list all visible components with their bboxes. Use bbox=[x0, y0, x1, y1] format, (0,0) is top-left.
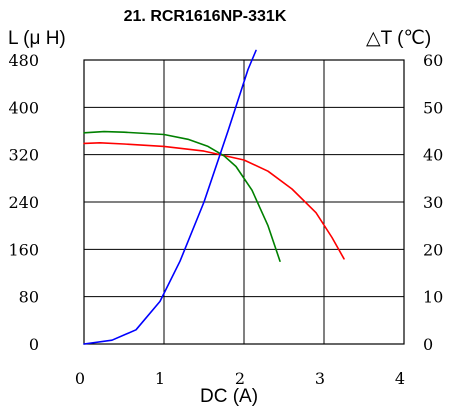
left-tick-label: 400 bbox=[8, 98, 39, 117]
series-line-3 bbox=[83, 49, 257, 345]
right-tick-labels: 0 10 20 30 40 50 60 bbox=[423, 51, 443, 354]
left-tick-label: 80 bbox=[19, 288, 39, 307]
series-line-2 bbox=[83, 130, 281, 263]
left-tick-label: 480 bbox=[8, 51, 39, 70]
x-tick-label: 3 bbox=[315, 369, 325, 388]
x-tick-labels: 0 1 2 3 4 bbox=[75, 369, 405, 388]
x-tick-label: 2 bbox=[235, 369, 245, 388]
right-tick-label: 50 bbox=[423, 98, 443, 117]
series-layer bbox=[83, 49, 345, 345]
left-tick-label: 160 bbox=[8, 240, 39, 259]
right-axis-label: △T (℃) bbox=[366, 28, 431, 49]
x-axis-label: DC (A) bbox=[200, 386, 258, 407]
left-axis-label: L (μ H) bbox=[8, 28, 66, 49]
right-tick-label: 60 bbox=[423, 51, 443, 70]
right-tick-label: 20 bbox=[423, 240, 443, 259]
left-tick-labels: 0 80 160 240 320 400 480 bbox=[8, 51, 39, 354]
horizontal-gridlines bbox=[84, 106, 404, 298]
x-tick-label: 1 bbox=[155, 369, 165, 388]
chart-title: 21. RCR1616NP-331K bbox=[124, 8, 287, 25]
x-tick-label: 0 bbox=[75, 369, 85, 388]
right-tick-label: 10 bbox=[423, 288, 443, 307]
series-line-1 bbox=[83, 142, 345, 260]
left-tick-label: 240 bbox=[8, 193, 39, 212]
x-tick-label: 4 bbox=[395, 369, 405, 388]
left-tick-label: 320 bbox=[8, 146, 39, 165]
right-tick-label: 0 bbox=[423, 335, 433, 354]
right-tick-label: 30 bbox=[423, 193, 443, 212]
right-tick-label: 40 bbox=[423, 146, 443, 165]
left-tick-label: 0 bbox=[29, 335, 39, 354]
